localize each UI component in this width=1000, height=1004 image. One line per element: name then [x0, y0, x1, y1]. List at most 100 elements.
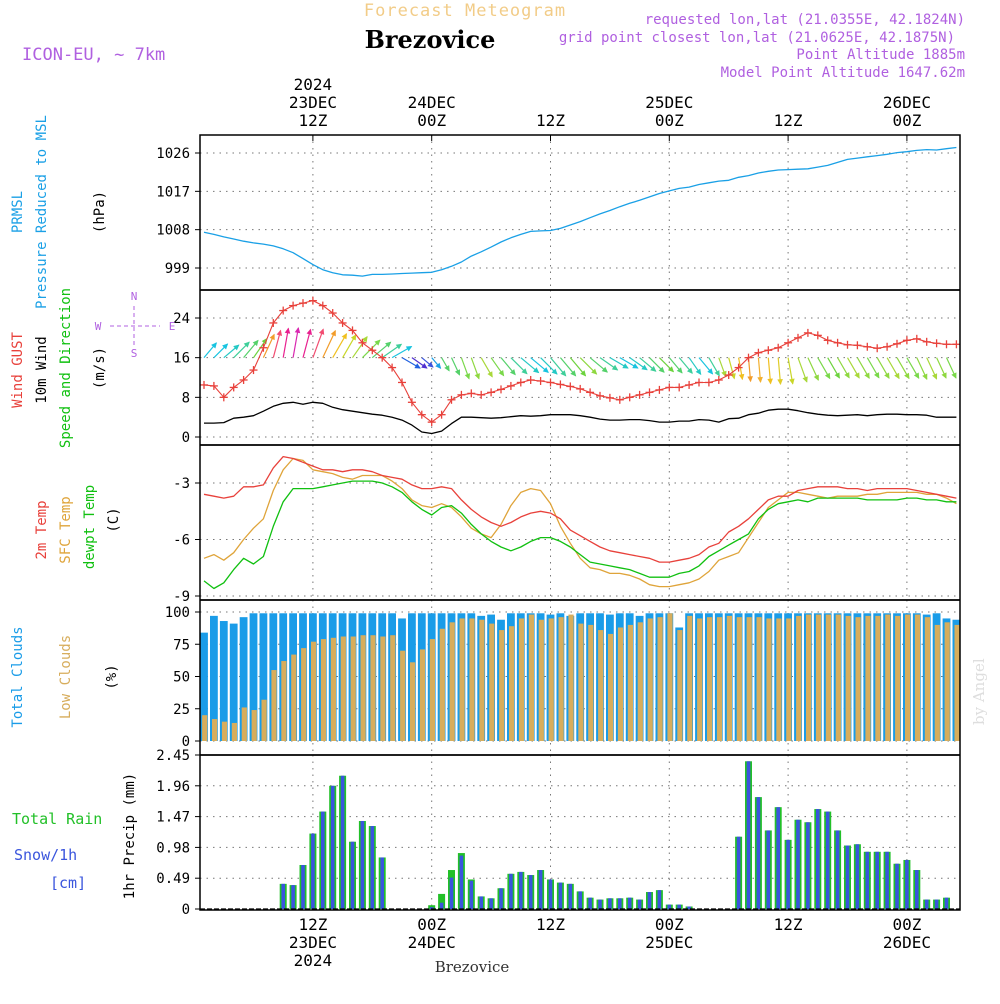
snow-bar	[845, 845, 850, 909]
bottom-time-label: 23DEC	[289, 933, 337, 952]
gust-marker	[497, 385, 505, 394]
total-cloud-bar	[219, 621, 228, 741]
low-cloud-bar	[330, 637, 336, 741]
low-cloud-bar	[657, 617, 663, 741]
gust-marker	[724, 371, 733, 380]
wind-arrow	[945, 357, 957, 379]
snow-bar	[311, 833, 315, 909]
total-cloud-bar	[249, 613, 258, 741]
low-cloud-bar	[736, 617, 742, 741]
wind-arrow-head	[395, 343, 403, 350]
2m-temp-label: 2m Temp	[34, 500, 50, 559]
low-cloud-bar	[380, 636, 386, 741]
wind-arrow-head	[941, 372, 947, 379]
wind-arrow	[460, 357, 471, 380]
gust-marker	[952, 340, 961, 349]
wind-arrow	[619, 357, 639, 369]
wind-arrow	[599, 357, 619, 371]
low-cloud-bar	[895, 615, 901, 741]
low-cloud-bar	[360, 635, 366, 741]
wind-arrow	[797, 357, 808, 383]
low-cloud-bar	[815, 614, 822, 741]
low-cloud-bar	[825, 614, 831, 741]
wind-arrow	[322, 329, 336, 358]
low-cloud-bar	[796, 615, 802, 741]
wind-arrow	[698, 357, 714, 375]
wind-arrow-head	[454, 369, 461, 376]
snow-bar	[835, 830, 840, 909]
wind-arrow-head	[747, 376, 753, 383]
total-cloud-bar	[239, 617, 248, 741]
snow-bar	[538, 870, 543, 909]
gust-marker	[536, 376, 545, 385]
wind-arrow	[411, 357, 428, 369]
wind-arrow-head	[622, 363, 629, 369]
snow-bar	[380, 857, 384, 909]
gust-marker	[784, 338, 793, 347]
gust-marker	[764, 346, 773, 355]
y-tick-label: 75	[173, 637, 190, 653]
total-cloud-bar	[259, 613, 268, 741]
gust-marker	[912, 334, 921, 343]
snow-bar	[429, 907, 434, 909]
wind-arrow-head	[676, 367, 683, 374]
wind-arrow	[332, 332, 348, 358]
low-cloud-bar	[370, 635, 376, 741]
top-time-label: 2024	[294, 75, 333, 94]
low-cloud-bar	[905, 614, 911, 741]
snow-bar	[865, 851, 870, 909]
top-time-label: 00Z	[417, 111, 446, 130]
low-cloud-bar	[914, 614, 921, 741]
gust-marker	[358, 338, 367, 347]
gust-marker	[942, 340, 951, 349]
low-cloud-bar	[855, 617, 861, 741]
top-time-label: 24DEC	[408, 93, 456, 112]
low-cloud-bar	[538, 619, 544, 741]
snow-bar	[548, 879, 553, 909]
wind-arrow-head	[767, 378, 773, 385]
gust-marker	[209, 381, 218, 390]
wind-arrow	[856, 357, 870, 379]
low-cloud-bar	[558, 617, 564, 741]
snow-bar	[321, 811, 325, 909]
y-tick-label: 24	[173, 311, 190, 327]
gust-marker	[219, 393, 228, 402]
wind-arrow	[846, 357, 860, 379]
wind-arrow	[787, 357, 795, 385]
snow-bar	[528, 875, 533, 909]
snow-bar	[449, 877, 454, 909]
point-altitude: Point Altitude 1885m	[796, 47, 965, 63]
gust-marker	[318, 301, 327, 310]
wind-arrow-shaft	[322, 330, 336, 358]
gust-marker	[269, 318, 278, 327]
snow-bar	[618, 898, 622, 909]
total-cloud-bar	[210, 615, 218, 741]
snow-bar	[469, 880, 474, 909]
wind-unit-label: (m/s)	[92, 347, 108, 389]
low-cloud-bar	[667, 613, 673, 741]
top-time-label: 00Z	[655, 111, 684, 130]
y-tick-label: 16	[173, 351, 190, 367]
snow-bar	[281, 883, 285, 909]
snow-bar	[687, 906, 691, 909]
gust-marker	[813, 331, 822, 340]
snow-bar	[776, 807, 780, 909]
gust-marker	[417, 410, 426, 419]
dewpt-line	[203, 480, 957, 590]
low-cloud-bar	[845, 615, 851, 741]
footer-station: Brezovice	[435, 958, 510, 976]
wind-arrow	[926, 357, 938, 380]
wind-arrow-head	[222, 343, 229, 350]
wind-arrow	[540, 357, 558, 375]
wind-arrow-head	[330, 329, 336, 337]
gust-marker	[388, 363, 397, 372]
wind-arrow	[233, 341, 250, 359]
total-clouds-label: Total Clouds	[10, 626, 26, 727]
wind-arrow-head	[427, 361, 434, 368]
y-tick-label: 0	[182, 734, 190, 750]
y-tick-label: 999	[165, 261, 190, 277]
low-cloud-bar	[716, 617, 723, 741]
gust-marker	[229, 383, 238, 392]
low-cloud-bar	[251, 710, 257, 741]
gust-marker	[556, 380, 565, 389]
